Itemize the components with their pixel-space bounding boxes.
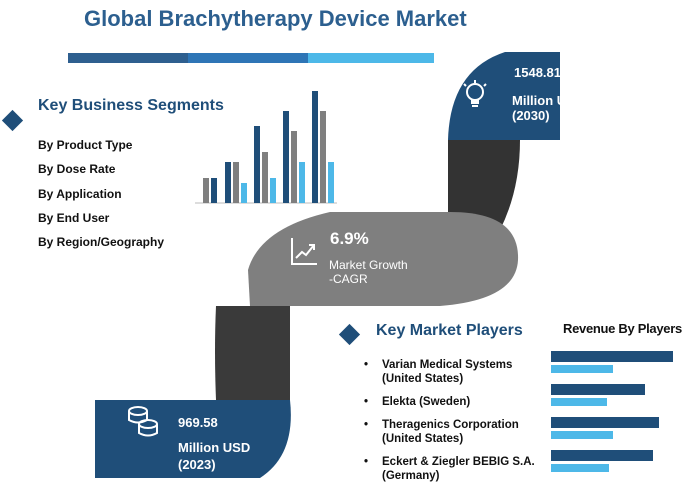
market-2030-year: (2030) (512, 108, 550, 123)
player-item: • Theragenics Corporation (United States) (364, 418, 544, 446)
players-heading: Key Market Players (376, 322, 523, 339)
market-2030-value: 1548.81 (514, 65, 561, 80)
lightbulb-icon (463, 80, 487, 107)
coins-icon (128, 406, 158, 437)
bullet: • (364, 359, 369, 371)
cagr-label-line2: -CAGR (329, 272, 368, 286)
market-2030-unit: Million USD (512, 93, 585, 108)
segment-item: By Region/Geography (38, 235, 165, 250)
market-2023-value: 969.58 (178, 415, 218, 430)
market-2023-year: (2023) (178, 457, 216, 472)
road-left-dark-section (215, 306, 290, 400)
player-name: Eckert & Ziegler BEBIG S.A. (Germany) (382, 456, 535, 482)
cagr-label-line1: Market Growth (329, 258, 408, 272)
segment-item: By Application (38, 186, 122, 201)
bullet: • (364, 419, 369, 431)
player-item: • Varian Medical Systems (United States) (364, 358, 544, 386)
revenue-title: Revenue By Players (563, 321, 682, 336)
market-2023-unit: Million USD (178, 440, 251, 455)
road-middle-gray-band (248, 212, 519, 306)
segments-bar-chart-icon (195, 91, 337, 204)
segments-heading: Key Business Segments (38, 97, 224, 114)
road-right-dark-section (448, 140, 520, 230)
revenue-bars-graphic (551, 351, 673, 472)
players-list: • Varian Medical Systems (United States) … (364, 358, 544, 492)
cagr-label: Market Growth -CAGR (329, 258, 429, 286)
bullet: • (364, 396, 369, 408)
growth-chart-icon (291, 238, 317, 265)
player-item: • Elekta (Sweden) (364, 395, 544, 409)
player-item: • Eckert & Ziegler BEBIG S.A. (Germany) (364, 455, 544, 483)
title-underline (68, 53, 434, 63)
page-title: Global Brachytherapy Device Market (84, 6, 467, 31)
player-name: Elekta (Sweden) (382, 396, 471, 408)
road-top-blue-shape (448, 52, 560, 140)
segment-item: By Dose Rate (38, 162, 116, 177)
player-name: Varian Medical Systems (United States) (382, 359, 513, 385)
segment-item: By Product Type (38, 138, 133, 152)
cagr-value: 6.9% (330, 229, 369, 248)
bullet: • (364, 456, 369, 468)
segment-item: By End User (38, 210, 110, 225)
player-name: Theragenics Corporation (United States) (382, 419, 519, 445)
segments-list: By Product Type By Dose Rate By Applicat… (38, 136, 164, 257)
